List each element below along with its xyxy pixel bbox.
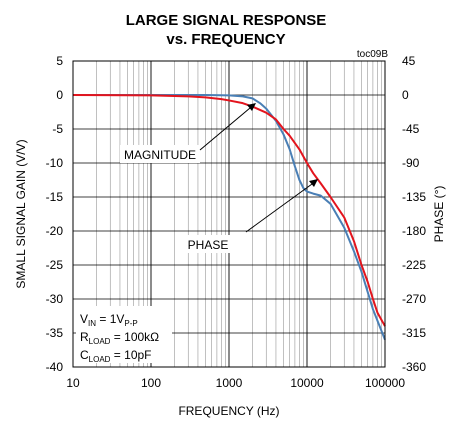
x-tick-label: 10 [66,376,80,390]
y2-tick-label: -270 [402,292,426,306]
y-tick-label: -25 [46,258,64,272]
y-tick-label: -40 [46,360,64,374]
y2-tick-label: -45 [402,122,420,136]
y2-tick-label: 0 [402,88,409,102]
magnitude-label-bg [120,145,200,163]
y-tick-label: -15 [46,190,64,204]
y-tick-label: -10 [46,156,64,170]
magnitude-annotation: MAGNITUDE [124,148,196,162]
x-tick-label: 100000 [365,376,405,390]
y2-axis-label: PHASE (°) [432,186,446,243]
plot-frame [72,60,386,368]
y-axis-label: SMALL SIGNAL GAIN (V/V) [14,139,28,288]
y2-tick-label: -360 [402,360,426,374]
series-line-phase [72,94,386,327]
y-tick-label: -20 [46,224,64,238]
magnitude-arrowhead [247,103,256,111]
condition-cload: CLOAD = 10pF [80,348,152,364]
y2-tick-label: -225 [402,258,426,272]
y2-tick-label: -315 [402,326,426,340]
x-axis-label: FREQUENCY (Hz) [178,404,279,418]
phase-annotation: PHASE [188,238,229,252]
chart-title: LARGE SIGNAL RESPONSE [126,12,327,29]
phase-arrowhead [309,179,318,187]
y2-tick-label: -180 [402,224,426,238]
series-layer [72,94,386,341]
tick-labels: 5 0 -5 -10 -15 -20 -25 -30 -35 -40 45 0 -45 -90 -135 -1… [46,54,427,390]
condition-vin: VIN = 1VP-P [80,312,138,328]
condition-rload: RLOAD = 100kΩ [80,330,159,346]
y-tick-label: -35 [46,326,64,340]
chart-subtitle: vs. FREQUENCY [166,31,285,48]
grid [73,61,385,367]
y2-tick-label: -135 [402,190,426,204]
y-tick-label: 0 [56,88,63,102]
phase-label-bg [182,235,234,253]
y-tick-label: -30 [46,292,64,306]
phase-arrow [245,183,313,233]
series-line-magnitude [73,94,386,341]
y2-tick-label: 45 [402,54,416,68]
x-tick-label: 10000 [290,376,324,390]
x-tick-label: 100 [141,376,161,390]
magnitude-arrow [199,107,251,151]
conditions-bg [76,306,172,363]
x-tick-label: 1000 [216,376,243,390]
y-tick-label: -5 [52,122,63,136]
figure-id: toc09B [357,49,388,60]
y2-tick-label: -90 [402,156,420,170]
y-tick-label: 5 [56,54,63,68]
